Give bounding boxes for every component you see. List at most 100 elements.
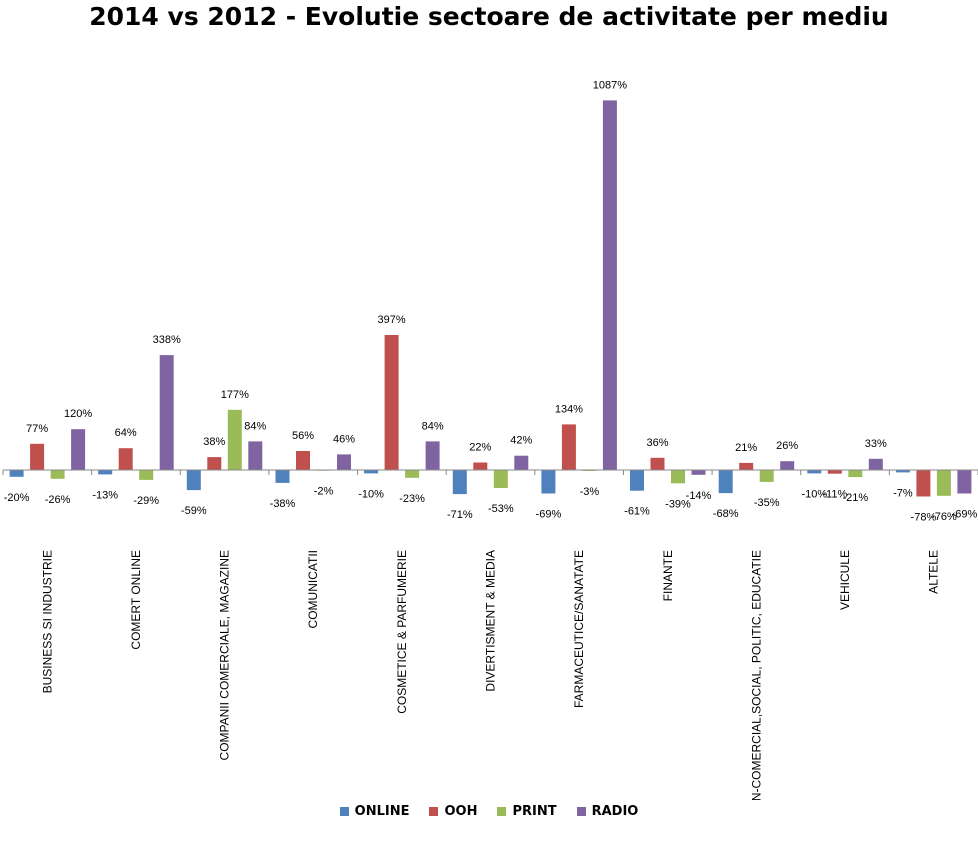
legend: ONLINE OOH PRINT RADIO bbox=[0, 804, 978, 819]
legend-item-online: ONLINE bbox=[339, 804, 410, 819]
bar-ooh-1 bbox=[30, 443, 45, 470]
bar-radio-4 bbox=[337, 454, 351, 470]
data-label-radio-6: 42% bbox=[510, 435, 532, 447]
data-label-ooh-11: -78% bbox=[911, 512, 937, 524]
category-label-1: BUSINESS SI INDUSTRIE bbox=[40, 550, 54, 693]
data-label-print-11: -76% bbox=[931, 511, 957, 523]
data-label-print-10: -21% bbox=[842, 492, 868, 504]
category-label-10: VEHICULE bbox=[838, 550, 852, 610]
bar-online-8 bbox=[630, 470, 644, 491]
category-label-8: FINANTE bbox=[661, 550, 675, 601]
data-label-radio-11: -69% bbox=[952, 509, 978, 521]
x-ticks-group bbox=[2, 470, 978, 475]
legend-item-print: PRINT bbox=[497, 804, 557, 819]
bar-ooh-7 bbox=[561, 424, 576, 470]
bar-ooh-4 bbox=[296, 451, 310, 470]
legend-swatch bbox=[576, 807, 586, 816]
data-label-online-3: -59% bbox=[181, 505, 207, 517]
bar-online-5 bbox=[364, 470, 379, 474]
bar-radio-5 bbox=[425, 441, 440, 470]
legend-swatch bbox=[339, 807, 349, 816]
data-label-ooh-10: -11% bbox=[822, 489, 847, 501]
data-label-online-8: -61% bbox=[624, 506, 650, 518]
data-label-online-5: -10% bbox=[358, 488, 384, 500]
bar-print-3 bbox=[227, 409, 242, 470]
category-labels-group: BUSINESS SI INDUSTRIE COMERT ONLINE COMPAN… bbox=[40, 550, 940, 800]
bar-radio-1 bbox=[71, 429, 86, 470]
bar-radio-7 bbox=[602, 100, 617, 471]
category-label-4: COMUNICATII bbox=[306, 550, 320, 628]
data-label-online-7: -69% bbox=[536, 509, 562, 521]
data-label-online-4: -38% bbox=[270, 498, 296, 510]
data-label-radio-3: 84% bbox=[244, 420, 266, 432]
bar-ooh-5 bbox=[384, 335, 399, 470]
data-label-print-8: -39% bbox=[665, 498, 691, 510]
data-label-online-2: -13% bbox=[92, 489, 118, 501]
chart-title: 2014 vs 2012 - Evolutie sectoare de acti… bbox=[89, 2, 889, 31]
legend-item-radio: RADIO bbox=[576, 804, 639, 819]
data-label-radio-2: 338% bbox=[153, 334, 181, 346]
bar-online-9 bbox=[718, 470, 733, 494]
data-label-online-9: -68% bbox=[713, 508, 739, 520]
data-label-ooh-2: 64% bbox=[115, 427, 137, 439]
bar-radio-11 bbox=[957, 470, 972, 494]
data-label-print-7: -3% bbox=[580, 486, 600, 498]
data-label-print-9: -35% bbox=[754, 497, 780, 509]
data-label-print-2: -29% bbox=[133, 495, 159, 507]
bar-ooh-9 bbox=[739, 462, 754, 470]
bar-radio-9 bbox=[780, 461, 795, 470]
bar-online-10 bbox=[807, 470, 822, 474]
bar-print-8 bbox=[671, 470, 685, 484]
category-label-5: COSMETICE & PARFUMERIE bbox=[395, 550, 409, 714]
data-label-radio-9: 26% bbox=[776, 440, 798, 452]
data-label-radio-7: 1087% bbox=[593, 79, 627, 91]
bar-print-2 bbox=[139, 470, 154, 480]
legend-label: ONLINE bbox=[354, 804, 410, 819]
bar-online-6 bbox=[452, 470, 467, 495]
bar-print-5 bbox=[405, 470, 420, 478]
bar-online-1 bbox=[9, 470, 24, 477]
data-label-online-11: -7% bbox=[893, 487, 913, 499]
category-label-9: NON-COMERCIAL,SOCIAL, POLITIC, EDUCATIE bbox=[749, 550, 763, 800]
data-label-online-6: -71% bbox=[447, 509, 473, 521]
bar-ooh-11 bbox=[916, 470, 931, 497]
data-label-ooh-9: 21% bbox=[735, 442, 757, 454]
data-label-ooh-5: 397% bbox=[378, 314, 406, 326]
data-label-online-1: -20% bbox=[4, 492, 30, 504]
category-label-11: ALTELE bbox=[927, 550, 941, 594]
bar-ooh-10 bbox=[827, 470, 842, 474]
data-label-online-10: -10% bbox=[801, 488, 827, 500]
bar-radio-8 bbox=[691, 470, 706, 475]
category-label-6: DIVERTISMENT & MEDIA bbox=[484, 550, 498, 692]
bar-ooh-6 bbox=[473, 462, 488, 470]
bar-chart: -20% 77% -26% 120% -13% 64% -29% 338% -59% 38% 177… bbox=[2, 79, 978, 800]
legend-swatch bbox=[497, 807, 507, 816]
data-label-radio-10: 33% bbox=[865, 438, 887, 450]
data-label-radio-8: -14% bbox=[686, 490, 712, 502]
legend-item-ooh: OOH bbox=[429, 804, 477, 819]
data-label-radio-5: 84% bbox=[422, 420, 444, 432]
data-label-ooh-4: 56% bbox=[292, 430, 314, 442]
bar-print-11 bbox=[936, 470, 951, 496]
bar-ooh-2 bbox=[118, 448, 133, 470]
bar-ooh-3 bbox=[207, 457, 222, 470]
bars-group bbox=[9, 100, 972, 497]
legend-label: PRINT bbox=[512, 804, 557, 819]
data-labels-group: -20% 77% -26% 120% -13% 64% -29% 338% -59% 38% 177… bbox=[4, 79, 978, 523]
data-label-print-6: -53% bbox=[488, 503, 514, 515]
bar-radio-2 bbox=[159, 355, 174, 470]
data-label-print-5: -23% bbox=[399, 493, 425, 505]
bar-online-2 bbox=[98, 470, 113, 475]
data-label-ooh-8: 36% bbox=[646, 437, 668, 449]
bar-print-6 bbox=[493, 470, 508, 488]
bar-radio-10 bbox=[868, 458, 883, 470]
legend-label: RADIO bbox=[591, 804, 639, 819]
legend-swatch bbox=[429, 807, 439, 816]
bar-online-3 bbox=[186, 470, 201, 491]
category-label-3: COMPANII COMERCIALE, MAGAZINE bbox=[218, 550, 232, 760]
bar-online-4 bbox=[275, 470, 290, 483]
bar-online-11 bbox=[895, 470, 910, 473]
data-label-ooh-6: 22% bbox=[469, 442, 491, 454]
legend-label: OOH bbox=[444, 804, 478, 819]
data-label-radio-1: 120% bbox=[64, 408, 92, 420]
